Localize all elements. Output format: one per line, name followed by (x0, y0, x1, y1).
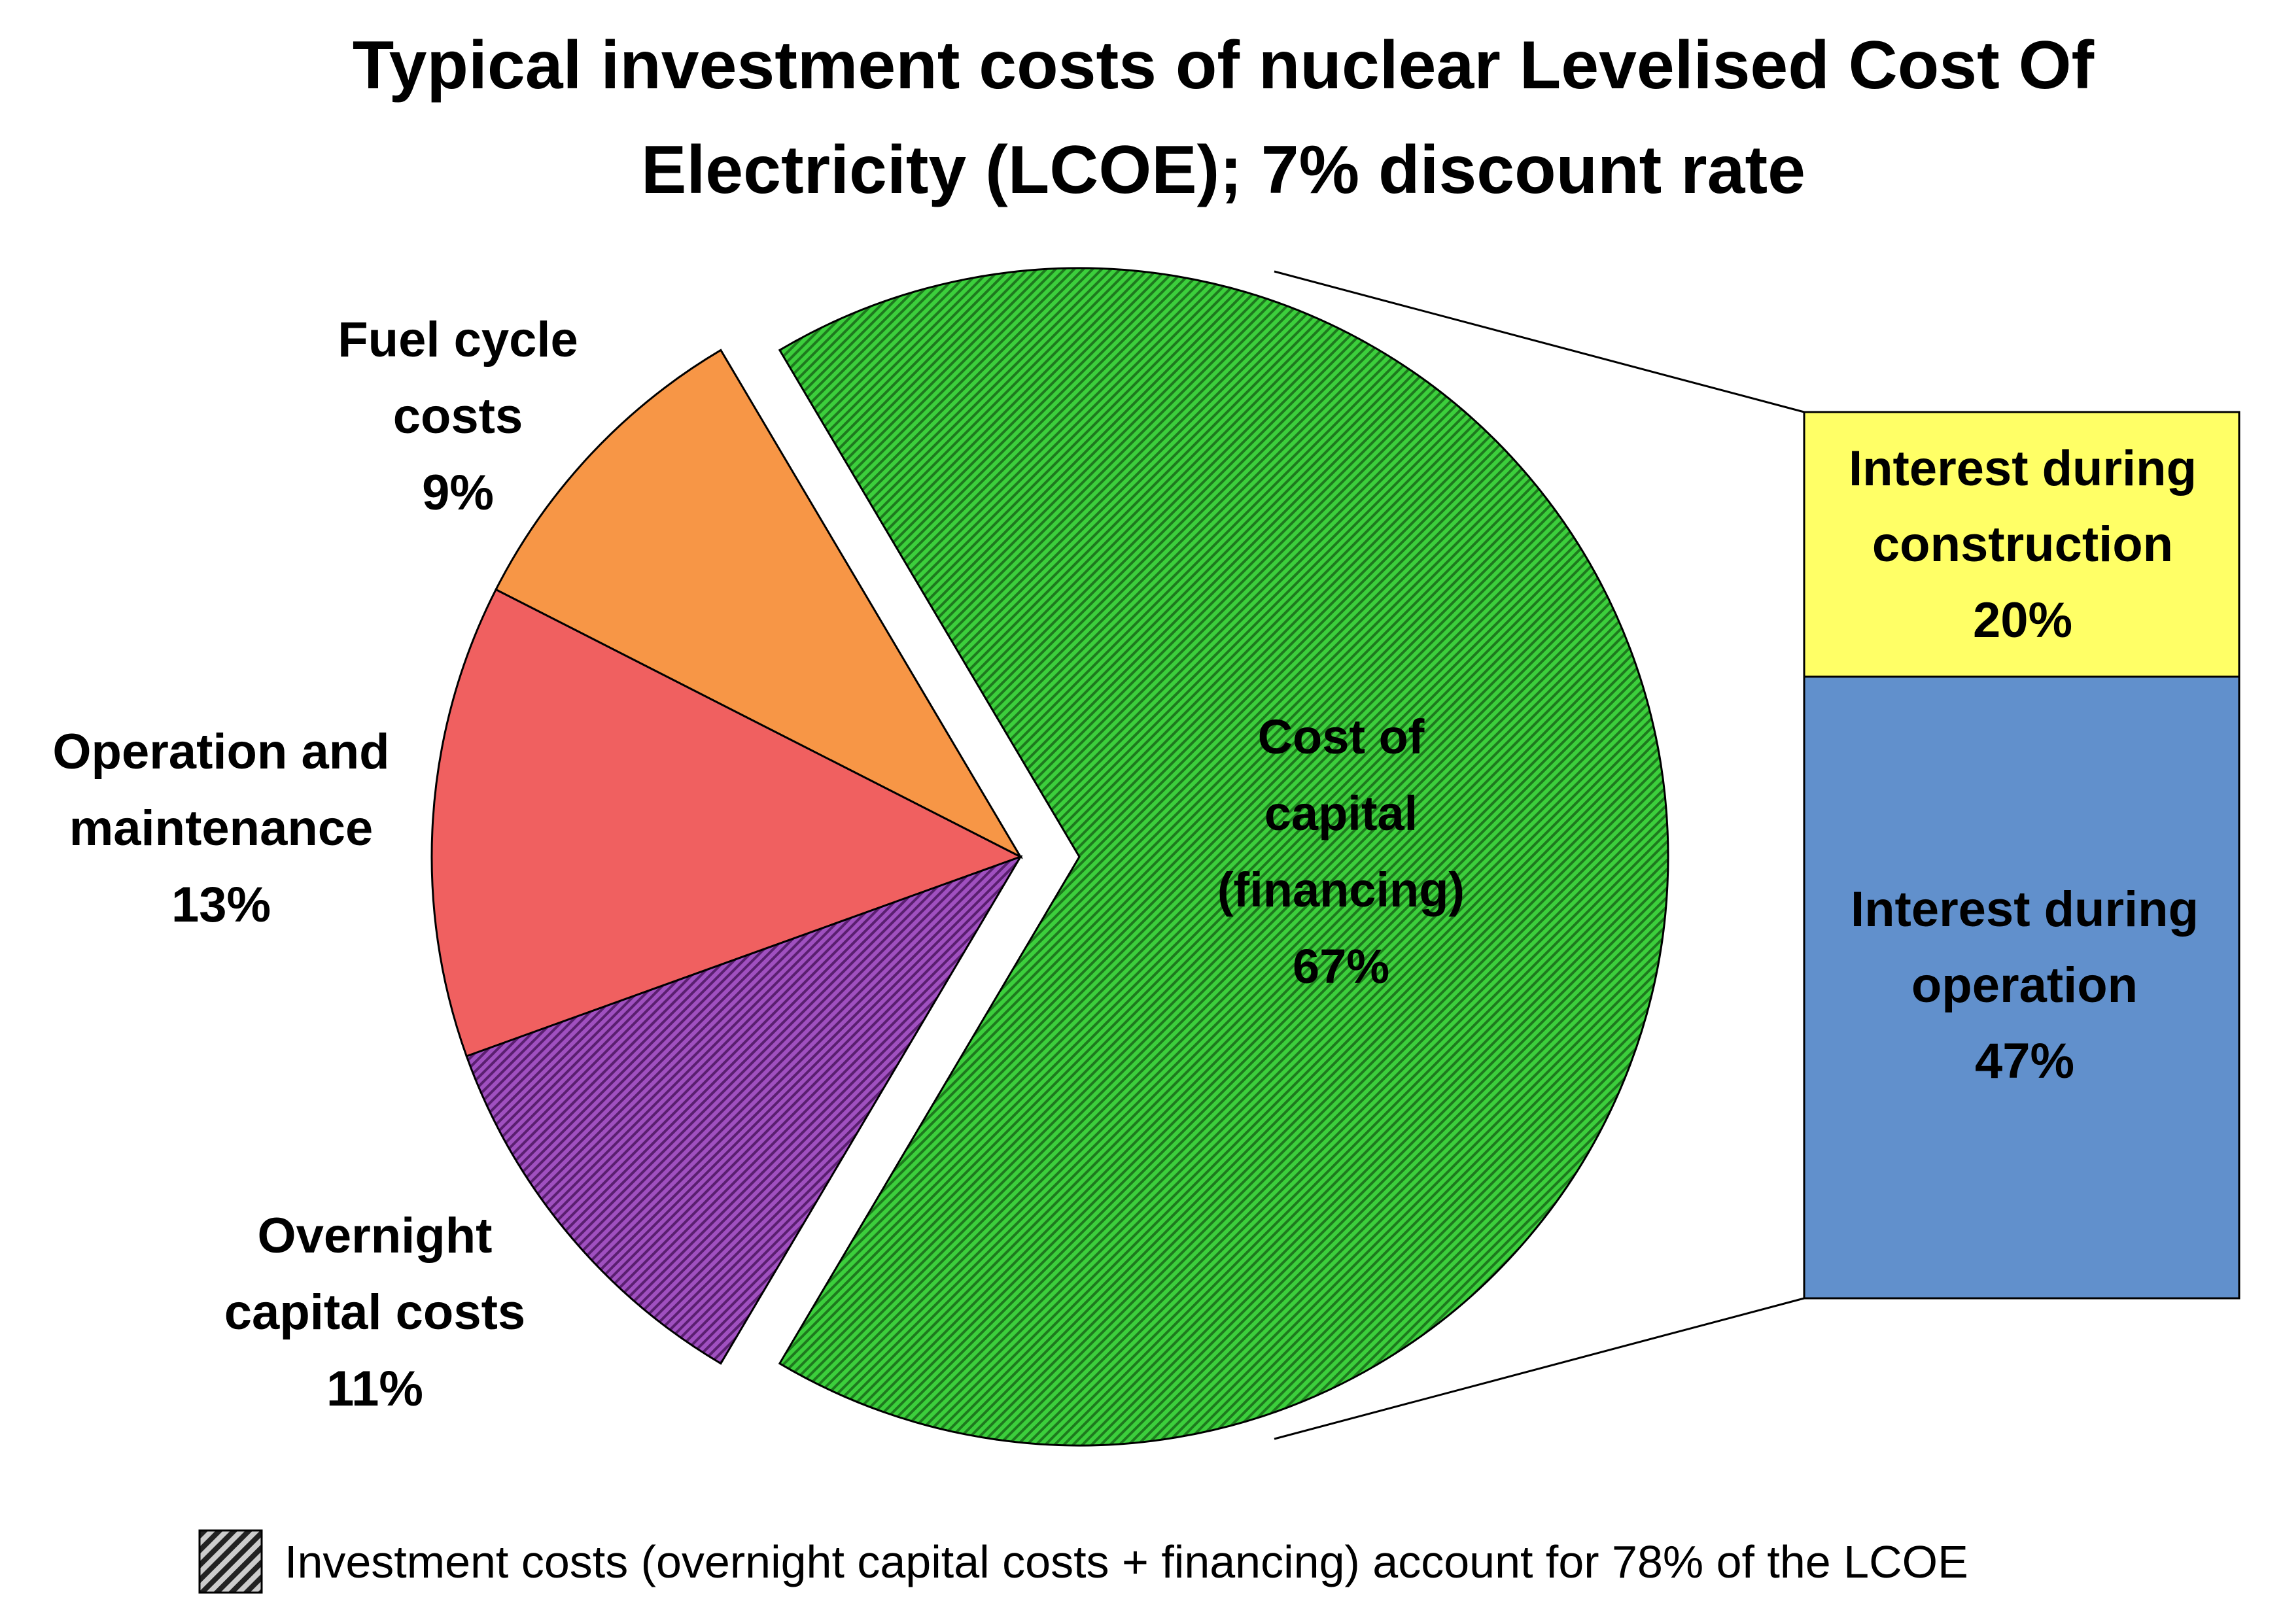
pie-slice-fuel-cycle (495, 349, 1023, 859)
legend-swatch-hatched (198, 1529, 263, 1594)
chart-title-line-1: Typical investment costs of nuclear Leve… (353, 27, 2095, 103)
label-operation-line-2: operation (1911, 958, 2138, 1013)
label-overnight-line-2: capital costs (224, 1285, 525, 1340)
label-overnight-line-1: Overnight (258, 1208, 493, 1264)
label-fuel-cycle: Fuel cycle costs 9% (338, 312, 578, 521)
pie-slice-operation-maintenance (430, 588, 1023, 1058)
label-fuel-line-2: costs (393, 389, 523, 444)
label-capital-value: 67% (1293, 939, 1389, 993)
label-overnight-value: 11% (326, 1361, 423, 1417)
label-construction-value: 20% (1973, 593, 2072, 648)
label-operation-value: 47% (1975, 1033, 2074, 1089)
breakdown-segment-operation (1803, 675, 2240, 1300)
label-om-line-2: maintenance (69, 801, 374, 856)
label-fuel-line-1: Fuel cycle (338, 312, 578, 368)
label-fuel-value: 9% (422, 465, 494, 521)
label-operation-maintenance: Operation and maintenance 13% (52, 724, 389, 933)
chart-title-line-2: Electricity (LCOE); 7% discount rate (641, 132, 1805, 208)
label-interest-construction: Interest during construction 20% (1849, 441, 2197, 648)
pie-slice-cost-of-capital (778, 267, 1669, 1447)
label-operation-line-1: Interest during (1851, 882, 2199, 937)
label-om-value: 13% (171, 877, 271, 933)
label-cost-of-capital: Cost of capital (financing) 67% (1217, 710, 1465, 993)
label-overnight-capital: Overnight capital costs 11% (224, 1208, 525, 1417)
breakdown-segment-construction (1803, 411, 2240, 678)
legend-text: Investment costs (overnight capital cost… (285, 1536, 1968, 1587)
connector-line-top (1274, 270, 1805, 413)
label-capital-line-1: Cost of (1258, 710, 1425, 764)
label-construction-line-2: construction (1872, 517, 2173, 572)
label-interest-operation: Interest during operation 47% (1851, 882, 2199, 1089)
label-construction-line-1: Interest during (1849, 441, 2197, 496)
label-capital-line-3: (financing) (1217, 863, 1465, 917)
connector-line-bottom (1274, 1297, 1805, 1440)
label-om-line-1: Operation and (52, 724, 389, 780)
label-capital-line-2: capital (1264, 786, 1418, 840)
pie-slice-overnight-capital (465, 855, 1023, 1365)
